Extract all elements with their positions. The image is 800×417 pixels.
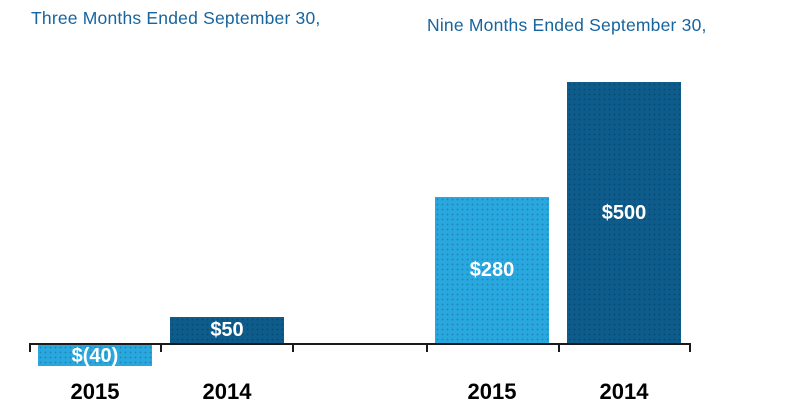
x-axis-label-1: 2014 [202,379,252,404]
bar-value-label: $280 [469,259,515,281]
chart-title-nine-months: Nine Months Ended September 30, [427,15,707,35]
x-axis-label-0: 2015 [70,379,120,404]
axis-tick-2 [292,343,294,352]
bar-2015-three-months: $(40) [38,345,152,366]
bar-value-label: $(40) [71,344,119,367]
x-axis-line [30,343,690,345]
bar-2015-nine-months: $280 [435,197,549,343]
axis-tick-5 [689,343,691,352]
bar-value-label: $500 [601,201,647,224]
axis-tick-0 [29,343,31,352]
x-axis-label-2: 2015 [467,379,517,404]
axis-tick-1 [160,343,162,352]
x-axis-label-3: 2014 [599,379,649,404]
bar-value-label: $50 [210,319,244,341]
bar-2014-nine-months: $500 [567,82,681,343]
bar-2014-three-months: $50 [170,317,284,343]
axis-tick-4 [558,343,560,352]
chart-title-three-months: Three Months Ended September 30, [31,8,321,28]
axis-tick-3 [426,343,428,352]
